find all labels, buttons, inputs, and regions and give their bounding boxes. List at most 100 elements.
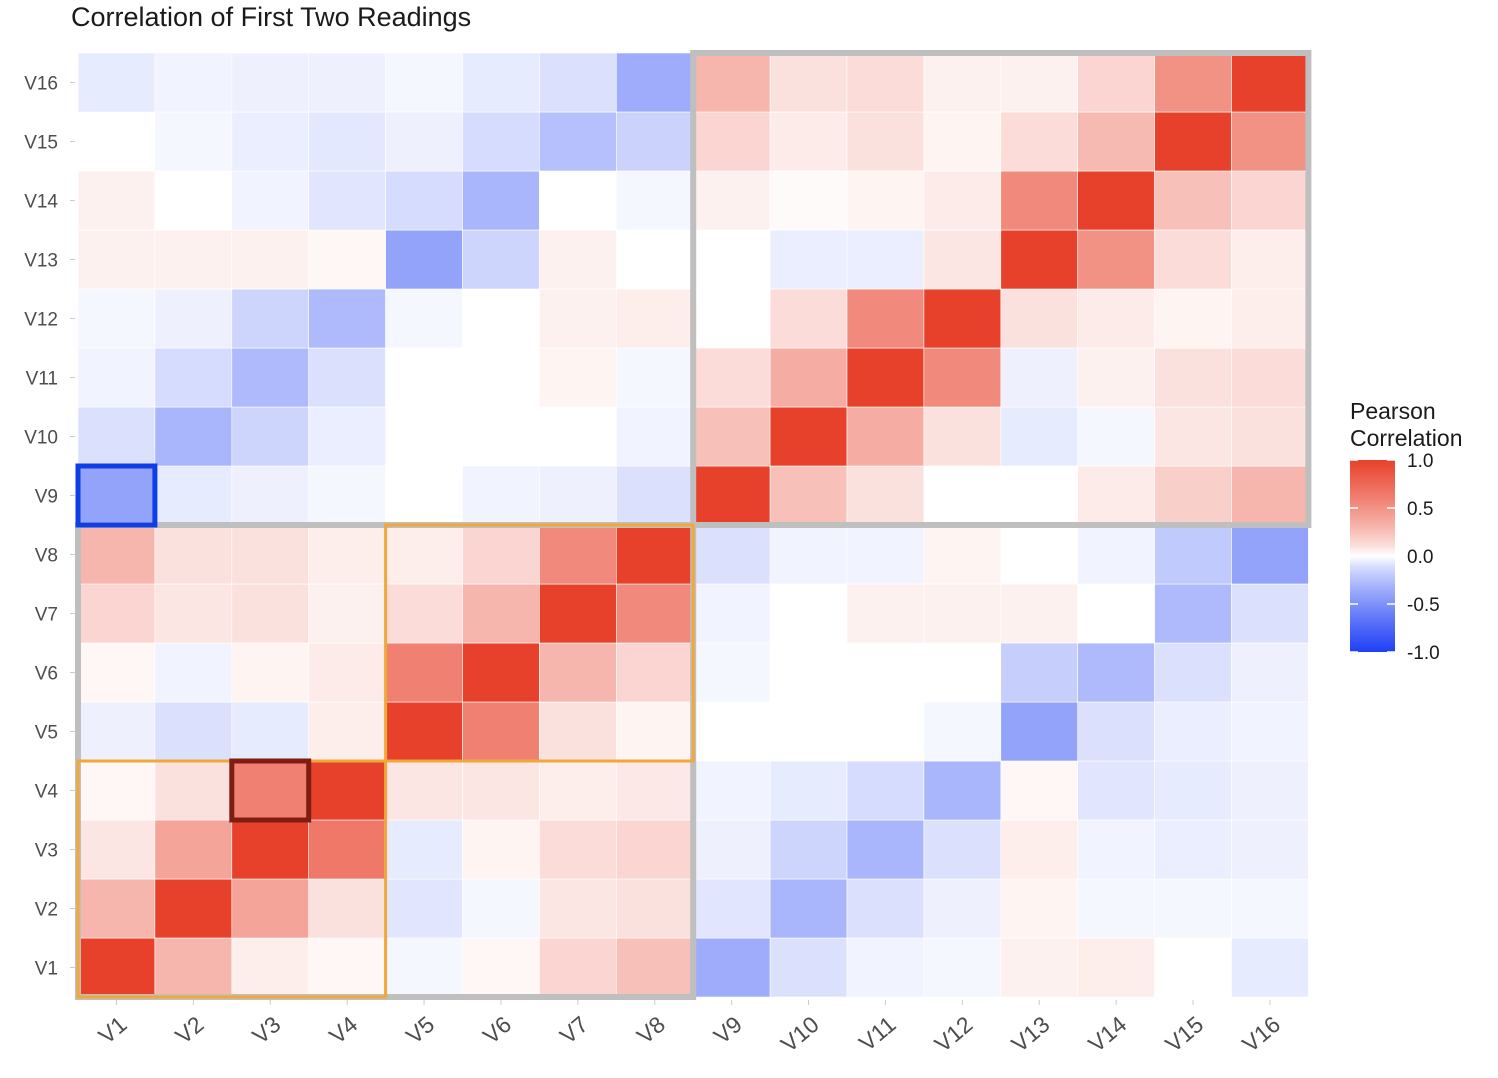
heatmap-cell-V16-V3	[1231, 819, 1309, 880]
y-tick-label-V6: V6	[35, 664, 58, 685]
heatmap-cell-V11-V13	[846, 229, 925, 290]
heatmap-cell-V1-V14	[77, 170, 156, 231]
heatmap-cell-V15-V15	[1154, 111, 1232, 172]
heatmap-cell-V2-V2	[154, 878, 233, 939]
x-tick-label-V1: V1	[93, 1011, 131, 1049]
x-tick-label-V8: V8	[632, 1011, 670, 1049]
heatmap-cell-V13-V1	[1000, 937, 1078, 998]
x-tick-label-V14: V14	[1083, 1011, 1131, 1057]
heatmap-cell-V12-V6	[923, 642, 1002, 703]
heatmap-cell-V10-V1	[769, 937, 848, 998]
heatmap-cell-V3-V15	[231, 111, 310, 172]
heatmap-cell-V5-V11	[385, 347, 463, 408]
heatmap-cell-V12-V10	[923, 406, 1002, 467]
heatmap-cell-V6-V9	[462, 465, 540, 526]
heatmap-cell-V10-V12	[769, 288, 848, 349]
heatmap-cell-V8-V2	[615, 878, 694, 939]
heatmap-cell-V11-V1	[846, 937, 925, 998]
heatmap-cell-V9-V14	[692, 170, 771, 231]
heatmap-cell-V16-V7	[1231, 583, 1309, 644]
heatmap-cell-V1-V1	[77, 937, 156, 998]
heatmap-cell-V14-V8	[1077, 524, 1155, 585]
x-tick-label-V15: V15	[1160, 1011, 1208, 1057]
heatmap-cell-V1-V3	[77, 819, 156, 880]
heatmap-cell-V4-V3	[308, 819, 386, 880]
heatmap-cell-V5-V6	[385, 642, 463, 703]
y-tick-label-V14: V14	[24, 192, 58, 213]
heatmap-cell-V7-V13	[539, 229, 617, 290]
heatmap-cell-V5-V8	[385, 524, 463, 585]
heatmap-cell-V5-V9	[385, 465, 463, 526]
heatmap-cell-V14-V15	[1077, 111, 1155, 172]
heatmap-cell-V3-V13	[231, 229, 310, 290]
x-tick-label-V2: V2	[170, 1011, 208, 1049]
heatmap-cell-V13-V10	[1000, 406, 1078, 467]
heatmap-cell-V6-V2	[462, 878, 540, 939]
heatmap-cell-V6-V1	[462, 937, 540, 998]
heatmap-cell-V2-V5	[154, 701, 233, 762]
heatmap-cell-V16-V1	[1231, 937, 1309, 998]
heatmap-cell-V3-V9	[231, 465, 310, 526]
heatmap-cell-V5-V7	[385, 583, 463, 644]
heatmap-cell-V3-V1	[231, 937, 310, 998]
heatmap-cell-V6-V5	[462, 701, 540, 762]
heatmap-cell-V13-V16	[1000, 52, 1078, 113]
heatmap-cell-V8-V15	[615, 111, 694, 172]
heatmap-cell-V4-V1	[308, 937, 386, 998]
x-tick-label-V11: V11	[854, 1011, 901, 1056]
heatmap-cell-V5-V13	[385, 229, 463, 290]
heatmap-cell-V7-V11	[539, 347, 617, 408]
heatmap-cell-V11-V9	[846, 465, 925, 526]
heatmap-cell-V4-V2	[308, 878, 386, 939]
heatmap-cell-V8-V6	[615, 642, 694, 703]
heatmap-cell-V8-V14	[615, 170, 694, 231]
y-tick-label-V2: V2	[35, 900, 58, 921]
heatmap-cell-V15-V5	[1154, 701, 1232, 762]
heatmap-cell-V5-V12	[385, 288, 463, 349]
y-tick-label-V8: V8	[35, 546, 58, 567]
heatmap-cell-V13-V8	[1000, 524, 1078, 585]
heatmap-cell-V6-V8	[462, 524, 540, 585]
heatmap-cell-V4-V8	[308, 524, 386, 585]
heatmap-cell-V12-V9	[923, 465, 1002, 526]
heatmap-cell-V5-V3	[385, 819, 463, 880]
heatmap-cell-V9-V9	[692, 465, 771, 526]
heatmap-cell-V11-V3	[846, 819, 925, 880]
heatmap-cell-V14-V1	[1077, 937, 1155, 998]
heatmap-cell-V7-V7	[539, 583, 617, 644]
heatmap-cell-V4-V13	[308, 229, 386, 290]
heatmap-cell-V1-V7	[77, 583, 156, 644]
heatmap-cell-V8-V12	[615, 288, 694, 349]
heatmap-cell-V4-V4	[308, 760, 386, 821]
heatmap-cell-V3-V7	[231, 583, 310, 644]
heatmap-cell-V5-V4	[385, 760, 463, 821]
heatmap-cell-V2-V13	[154, 229, 233, 290]
heatmap-cell-V3-V2	[231, 878, 310, 939]
heatmap-cell-V1-V9	[77, 465, 156, 526]
heatmap-cell-V4-V12	[308, 288, 386, 349]
heatmap-cell-V1-V16	[77, 52, 156, 113]
heatmap-cell-V4-V9	[308, 465, 386, 526]
heatmap-cell-V1-V4	[77, 760, 156, 821]
heatmap-cell-V7-V6	[539, 642, 617, 703]
heatmap-cell-V15-V12	[1154, 288, 1232, 349]
heatmap-cell-V14-V10	[1077, 406, 1155, 467]
heatmap-cell-V1-V10	[77, 406, 156, 467]
heatmap-cell-V9-V7	[692, 583, 771, 644]
heatmap-cell-V11-V6	[846, 642, 925, 703]
y-tick-label-V4: V4	[35, 782, 59, 803]
heatmap-cell-V16-V14	[1231, 170, 1309, 231]
heatmap-cell-V10-V9	[769, 465, 848, 526]
heatmap-cell-V15-V13	[1154, 229, 1232, 290]
heatmap-cell-V16-V2	[1231, 878, 1309, 939]
heatmap-cell-V13-V15	[1000, 111, 1078, 172]
heatmap-cell-V10-V8	[769, 524, 848, 585]
x-tick-label-V16: V16	[1237, 1011, 1285, 1057]
heatmap-cell-V15-V8	[1154, 524, 1232, 585]
heatmap-cell-V13-V6	[1000, 642, 1078, 703]
heatmap-cell-V14-V6	[1077, 642, 1155, 703]
heatmap-cell-V13-V12	[1000, 288, 1078, 349]
heatmap-cell-V16-V12	[1231, 288, 1309, 349]
heatmap-cell-V13-V13	[1000, 229, 1078, 290]
